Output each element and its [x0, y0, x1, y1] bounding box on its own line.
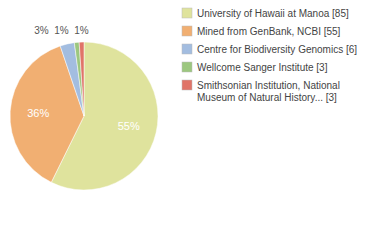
legend-swatch: [182, 44, 192, 54]
legend-swatch: [182, 62, 192, 72]
legend-label: Mined from GenBank, NCBI [55]: [197, 26, 341, 37]
pie-slice: [79, 42, 84, 116]
legend-swatch: [182, 26, 192, 36]
data-label: 3%: [34, 25, 49, 36]
legend-label: University of Hawaii at Manoa [85]: [197, 8, 349, 19]
data-label: 36%: [27, 107, 49, 119]
pie-slice: [74, 42, 84, 116]
legend-label: Centre for Biodiversity Genomics [6]: [197, 44, 357, 55]
data-label: 55%: [118, 120, 140, 132]
legend-swatch: [182, 80, 192, 90]
legend: University of Hawaii at Manoa [85] Mined …: [182, 8, 357, 103]
pie-slice: [60, 43, 84, 116]
legend-swatch: [182, 8, 192, 18]
data-label: 1%: [74, 25, 89, 36]
data-labels: 55% 36% 3% 1% 1%: [27, 25, 140, 132]
legend-label: Smithsonian Institution, NationalMuseum …: [197, 80, 340, 103]
legend-label: Wellcome Sanger Institute [3]: [197, 62, 328, 73]
data-label: 1%: [54, 25, 69, 36]
pie: [10, 42, 158, 190]
chart: 55% 36% 3% 1% 1% University of Hawaii at Mano…: [0, 0, 380, 240]
